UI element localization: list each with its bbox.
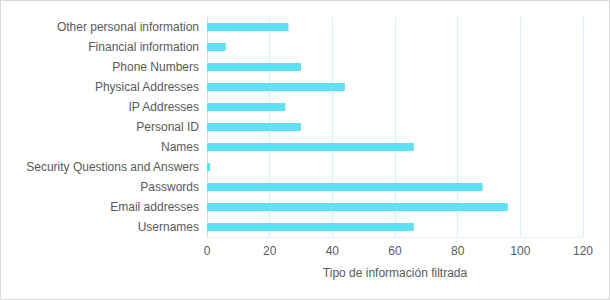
- svg-text:Physical Addresses: Physical Addresses: [95, 80, 199, 94]
- svg-text:Usernames: Usernames: [138, 220, 199, 234]
- svg-text:Passwords: Passwords: [140, 180, 199, 194]
- svg-text:40: 40: [326, 244, 340, 258]
- svg-text:IP Addresses: IP Addresses: [129, 100, 200, 114]
- svg-text:100: 100: [510, 244, 530, 258]
- svg-text:Tipo de información filtrada: Tipo de información filtrada: [323, 266, 468, 280]
- svg-text:0: 0: [204, 244, 211, 258]
- svg-text:Other personal information: Other personal information: [57, 20, 199, 34]
- svg-text:Phone Numbers: Phone Numbers: [112, 60, 199, 74]
- svg-text:Email addresses: Email addresses: [110, 200, 199, 214]
- svg-text:Personal ID: Personal ID: [136, 120, 199, 134]
- svg-text:Financial information: Financial information: [88, 40, 199, 54]
- svg-text:60: 60: [388, 244, 402, 258]
- svg-text:Security Questions and Answers: Security Questions and Answers: [26, 160, 199, 174]
- svg-text:Names: Names: [161, 140, 199, 154]
- svg-text:80: 80: [451, 244, 465, 258]
- svg-text:120: 120: [573, 244, 593, 258]
- svg-text:20: 20: [263, 244, 277, 258]
